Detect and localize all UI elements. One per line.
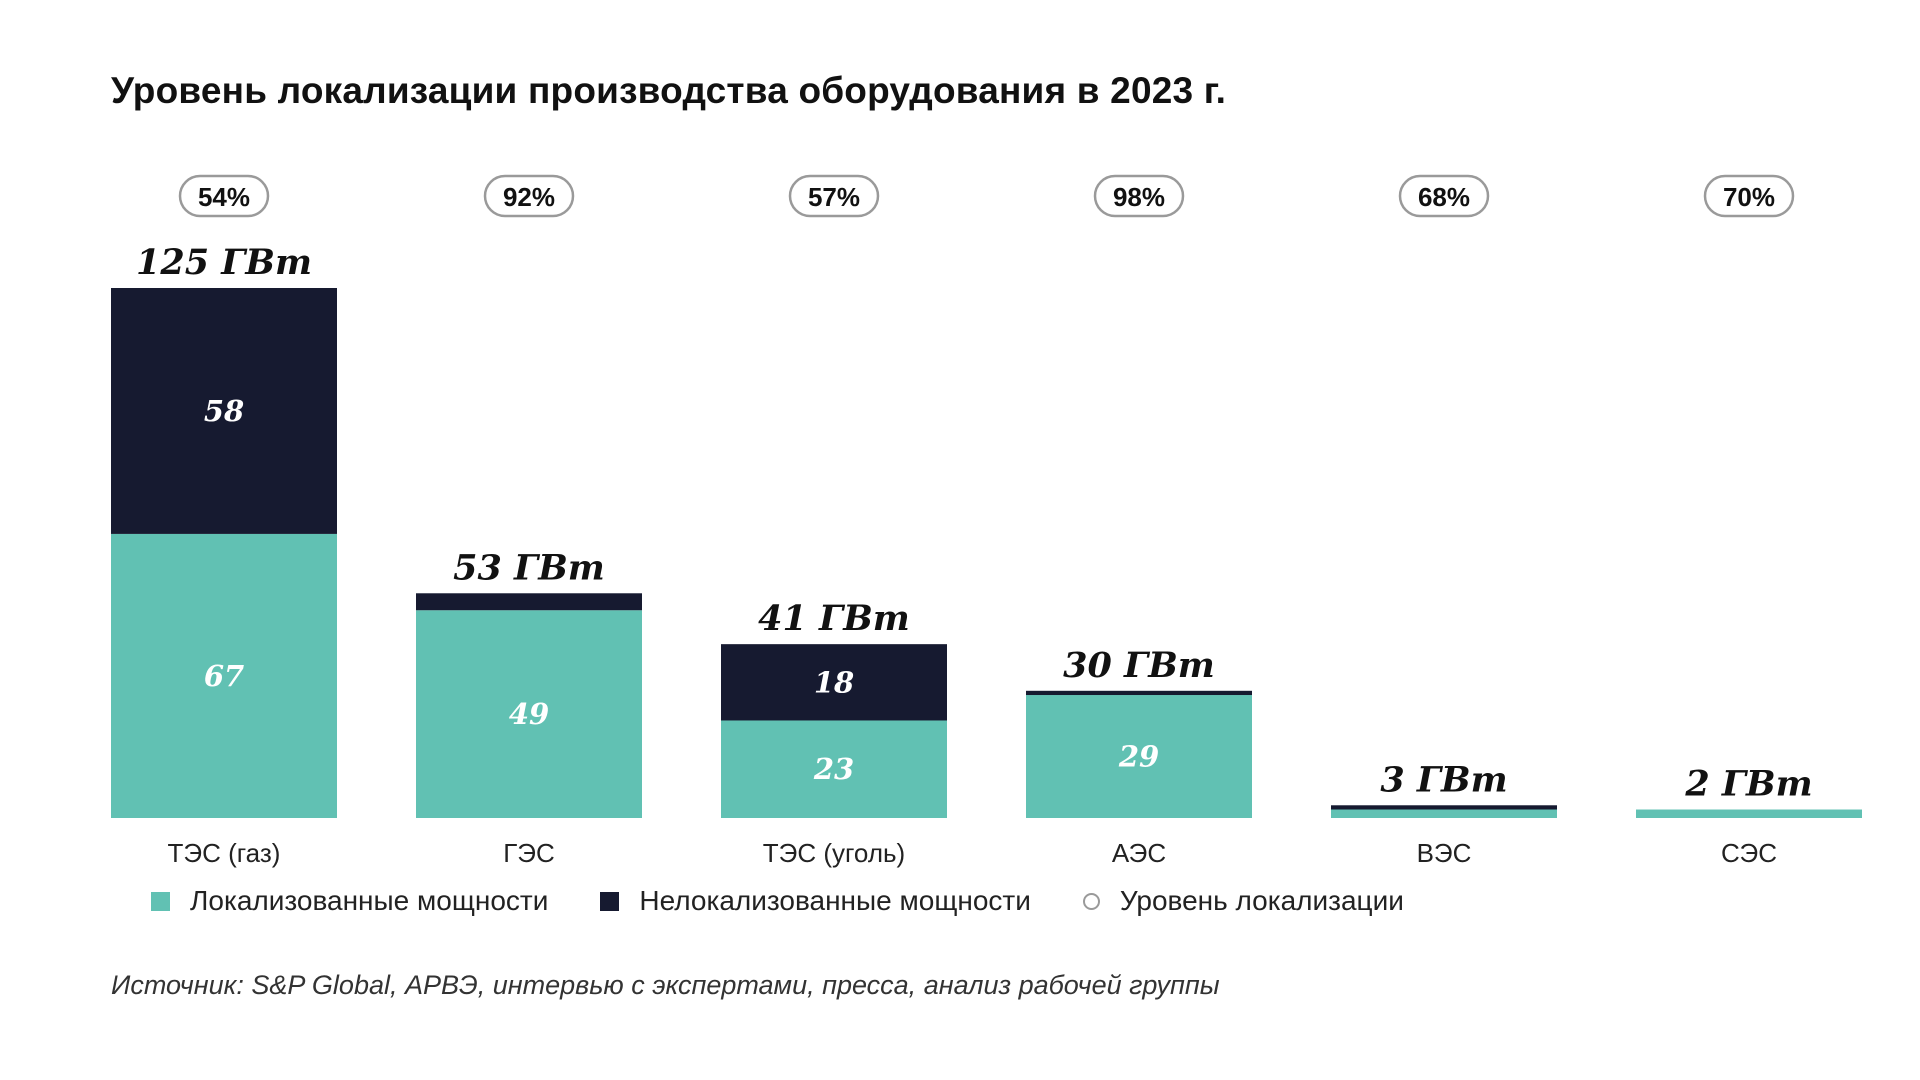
bar-label-localized-3: 29 <box>1118 740 1159 774</box>
x-tick-label-3: АЭС <box>1112 838 1166 868</box>
localization-badge-4 <box>1398 174 1490 218</box>
legend-label-localized: Локализованные мощности <box>190 885 549 916</box>
localization-badge-label-0: 54% <box>198 182 250 212</box>
localization-badge-label-2: 57% <box>808 182 860 212</box>
bar-label-non-localized-2: 18 <box>814 665 854 699</box>
legend-swatch-non-localized <box>600 891 620 911</box>
total-label-4: 3 ГВт <box>1380 759 1507 800</box>
x-tick-label-5: СЭС <box>1721 838 1777 868</box>
total-label-0: 125 ГВт <box>136 242 312 283</box>
localization-badge-label-1: 92% <box>503 182 555 212</box>
bar-non-localized-3 <box>1026 690 1252 696</box>
chart-title: Уровень локализации производства оборудо… <box>111 70 1227 111</box>
localization-badge-1 <box>483 174 575 218</box>
bar-label-localized-1: 49 <box>509 697 549 731</box>
bar-label-non-localized-0: 58 <box>204 394 244 428</box>
localization-badges: 54% 92% 57% 98% 68% 70% <box>178 174 1795 218</box>
bar-localized-0 <box>111 533 337 818</box>
bar-value-labels: 67 58 49 23 18 29 <box>204 394 1159 786</box>
localization-badge-label-3: 98% <box>1113 182 1165 212</box>
localization-badge-5 <box>1703 174 1795 218</box>
legend-swatch-localized <box>151 891 170 911</box>
total-label-3: 30 ГВт <box>1063 645 1215 686</box>
x-tick-label-1: ГЭС <box>503 838 555 868</box>
bar-non-localized-0 <box>111 288 337 534</box>
localization-badge-3 <box>1093 174 1185 218</box>
bar-non-localized-2 <box>721 644 947 721</box>
total-labels: 125 ГВт 53 ГВт 41 ГВт 30 ГВт 3 ГВт 2 ГВт <box>136 242 1813 805</box>
legend: Локализованные мощности Нелокализованные… <box>151 885 1456 917</box>
bar-non-localized-4 <box>1331 805 1557 810</box>
bar-non-localized-1 <box>416 593 642 611</box>
localization-badge-2 <box>788 174 880 218</box>
legend-label-non-localized: Нелокализованные мощности <box>639 885 1031 916</box>
bar-localized-4 <box>1331 809 1557 818</box>
x-axis-tick-labels: ТЭС (газ) ГЭС ТЭС (уголь) АЭС ВЭС СЭС <box>168 838 1777 868</box>
circle-icon <box>1082 892 1100 910</box>
bars <box>111 288 1862 818</box>
bar-label-localized-0: 67 <box>204 659 244 693</box>
total-label-2: 41 ГВт <box>758 598 910 639</box>
x-tick-label-0: ТЭС (газ) <box>168 838 281 868</box>
localization-badge-label-4: 68% <box>1418 182 1470 212</box>
localization-badge-label-5: 70% <box>1723 182 1775 212</box>
bar-localized-1 <box>416 610 642 818</box>
total-label-5: 2 ГВт <box>1684 764 1812 805</box>
source-note: Источник: S&P Global, АРВЭ, интервью с э… <box>111 970 1220 1000</box>
legend-label-localization-level: Уровень локализации <box>1119 885 1404 916</box>
localization-badge-0 <box>178 174 270 218</box>
total-label-1: 53 ГВт <box>453 547 605 588</box>
bar-localized-5 <box>1636 809 1862 818</box>
bar-localized-3 <box>1026 695 1252 818</box>
bar-localized-2 <box>721 720 947 818</box>
bar-label-localized-2: 23 <box>813 752 854 786</box>
x-tick-label-4: ВЭС <box>1417 838 1472 868</box>
legend-item-localization-level: Уровень локализации <box>1082 885 1404 917</box>
legend-item-localized: Локализованные мощности <box>151 885 548 917</box>
x-tick-label-2: ТЭС (уголь) <box>763 838 905 868</box>
legend-item-non-localized: Нелокализованные мощности <box>600 885 1031 917</box>
